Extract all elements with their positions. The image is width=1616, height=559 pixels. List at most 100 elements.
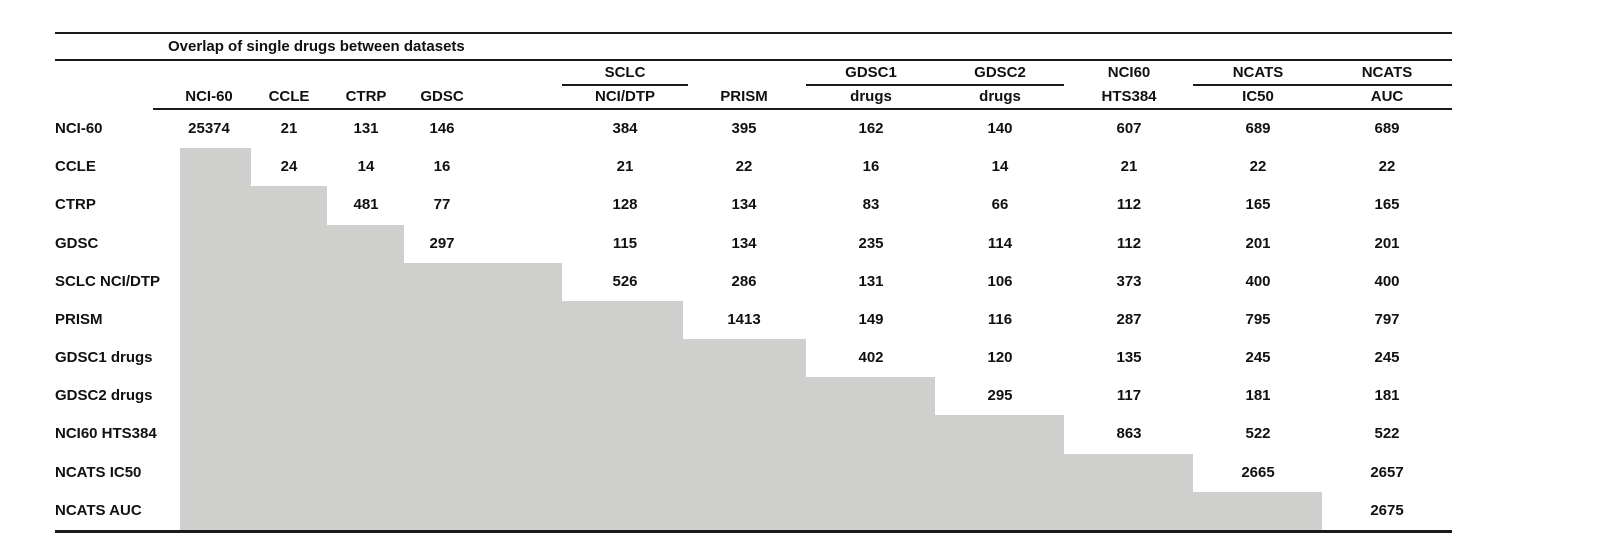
- row-label: CCLE: [55, 158, 96, 176]
- cell-value: 181: [1374, 387, 1400, 405]
- cell-value: 14: [357, 158, 375, 176]
- cell-value: 1413: [727, 310, 761, 328]
- cell-value: 400: [1374, 272, 1400, 290]
- col-header-top: NCI60: [1107, 64, 1151, 81]
- cell-value: 201: [1245, 234, 1271, 252]
- cell-value: 286: [731, 272, 757, 290]
- shaded-cell-block: [180, 415, 1064, 454]
- col-header: IC50: [1242, 88, 1274, 105]
- gdsc-group-rule: [806, 84, 1064, 86]
- cell-value: 201: [1374, 234, 1400, 252]
- row-label: PRISM: [55, 310, 103, 328]
- table-body: NCI-60 25374 21 131 146 384 395 162 140 607 689 689…: [55, 110, 1452, 530]
- cell-value: 395: [731, 120, 757, 137]
- cell-value: 689: [1374, 120, 1400, 137]
- shaded-cell-block: [180, 339, 806, 378]
- cell-value: 24: [280, 158, 298, 176]
- cell-value: 245: [1245, 349, 1271, 367]
- cell-value: 149: [858, 310, 884, 328]
- title-rule: [55, 59, 1452, 61]
- cell-value: 16: [433, 158, 451, 176]
- cell-value: 146: [429, 120, 455, 137]
- shaded-cell-block: [180, 148, 251, 187]
- cell-value: 797: [1374, 310, 1400, 328]
- col-header-top: SCLC: [604, 64, 646, 81]
- cell-value: 400: [1245, 272, 1271, 290]
- cell-value: 116: [987, 310, 1013, 328]
- cell-value: 165: [1245, 196, 1271, 214]
- shaded-cell-block: [180, 186, 327, 225]
- col-header: AUC: [1370, 88, 1404, 105]
- col-header-top: GDSC2: [974, 64, 1026, 81]
- cell-value: 131: [858, 272, 884, 290]
- cell-value: 162: [858, 120, 884, 137]
- cell-value: 522: [1245, 425, 1271, 443]
- cell-value: 128: [612, 196, 638, 214]
- cell-value: 21: [280, 120, 298, 137]
- cell-value: 112: [1116, 234, 1142, 252]
- cell-value: 14: [991, 158, 1009, 176]
- col-header-top: NCATS: [1232, 64, 1284, 81]
- cell-value: 607: [1116, 120, 1142, 137]
- ncats-group-rule: [1193, 84, 1452, 86]
- cell-value: 22: [1378, 158, 1396, 176]
- row-label: GDSC: [55, 234, 99, 252]
- cell-value: 235: [858, 234, 884, 252]
- cell-value: 287: [1116, 310, 1142, 328]
- table-title: Overlap of single drugs between datasets: [168, 38, 465, 55]
- cell-value: 83: [862, 196, 880, 214]
- col-header: GDSC: [420, 88, 464, 105]
- col-header: CCLE: [268, 88, 310, 105]
- cell-value: 135: [1116, 349, 1142, 367]
- row-label: NCATS AUC: [55, 501, 142, 519]
- cell-value: 245: [1374, 349, 1400, 367]
- col-header: PRISM: [720, 88, 768, 105]
- bottom-rule: [55, 530, 1452, 533]
- col-header: drugs: [979, 88, 1021, 105]
- cell-value: 2657: [1370, 463, 1404, 481]
- cell-value: 2675: [1370, 501, 1404, 519]
- cell-value: 297: [429, 234, 455, 252]
- cell-value: 134: [731, 234, 757, 252]
- cell-value: 140: [987, 120, 1013, 137]
- cell-value: 131: [353, 120, 379, 137]
- cell-value: 2665: [1241, 463, 1275, 481]
- cell-value: 25374: [188, 120, 230, 137]
- col-header: NCI-60: [185, 88, 233, 105]
- cell-value: 117: [1116, 387, 1142, 405]
- row-label: NCATS IC50: [55, 463, 142, 481]
- cell-value: 384: [612, 120, 638, 137]
- cell-value: 689: [1245, 120, 1271, 137]
- cell-value: 120: [987, 349, 1013, 367]
- col-header: drugs: [850, 88, 892, 105]
- shaded-cell-block: [180, 491, 1322, 530]
- cell-value: 863: [1116, 425, 1142, 443]
- cell-value: 22: [735, 158, 753, 176]
- shaded-cell-block: [180, 224, 404, 263]
- row-label: GDSC2 drugs: [55, 387, 153, 405]
- header-rule: [153, 108, 1452, 110]
- cell-value: 795: [1245, 310, 1271, 328]
- row-label: NCI-60: [55, 120, 103, 137]
- sclc-group-rule: [562, 84, 688, 86]
- cell-value: 165: [1374, 196, 1400, 214]
- cell-value: 106: [987, 272, 1013, 290]
- cell-value: 114: [987, 234, 1013, 252]
- row-label: CTRP: [55, 196, 96, 214]
- shaded-cell-block: [180, 262, 562, 301]
- col-header-top: NCATS: [1361, 64, 1413, 81]
- cell-value: 21: [616, 158, 634, 176]
- col-header-top: GDSC1: [845, 64, 897, 81]
- cell-value: 373: [1116, 272, 1142, 290]
- table-header: NCI-60 CCLE CTRP GDSC SCLC NCI/DTP PRISM GDSC1 d…: [55, 28, 1452, 110]
- cell-value: 295: [987, 387, 1013, 405]
- row-label: GDSC1 drugs: [55, 349, 153, 367]
- cell-value: 22: [1249, 158, 1267, 176]
- row-label: SCLC NCI/DTP: [55, 272, 160, 290]
- cell-value: 481: [353, 196, 379, 214]
- shaded-cell-block: [180, 453, 1193, 492]
- overlap-table: Overlap of single drugs between datasets…: [55, 28, 1452, 540]
- shaded-cell-block: [180, 377, 935, 416]
- top-rule: [55, 32, 1452, 34]
